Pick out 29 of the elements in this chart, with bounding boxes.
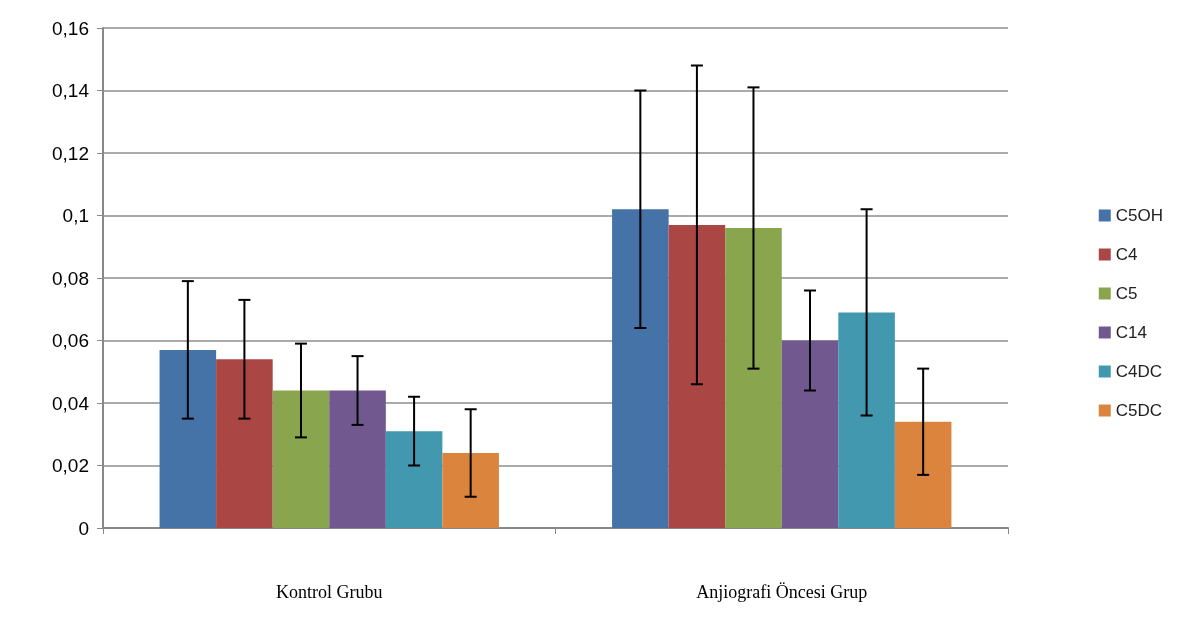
y-tick-label: 0,02: [52, 455, 89, 476]
y-tick-label: 0,12: [52, 142, 89, 164]
bar: [329, 390, 386, 528]
bar: [894, 421, 952, 528]
y-tick-label: 0,08: [52, 267, 89, 289]
bar: [668, 224, 726, 528]
x-tick-label: Anjiografi Öncesi Grup: [696, 582, 868, 602]
bar: [272, 390, 330, 528]
bar: [612, 209, 669, 528]
bar: [385, 431, 443, 528]
bar: [781, 340, 839, 528]
y-tick-label: 0,14: [52, 80, 90, 101]
y-tick-label: 0,1: [62, 205, 89, 226]
legend-label: C5OH: [1115, 206, 1163, 225]
bar: [159, 349, 217, 528]
legend-label: C4DC: [1115, 362, 1163, 381]
x-tick-label: Kontrol Grubu: [276, 582, 383, 602]
legend-label: C5: [1115, 284, 1138, 303]
bar: [216, 359, 273, 528]
y-tick-label: 0: [78, 517, 89, 539]
legend-label: C5DC: [1115, 401, 1163, 420]
y-tick-label: 0,06: [52, 330, 89, 351]
y-tick-label: 0,16: [52, 17, 89, 39]
bar: [725, 228, 782, 528]
bar: [838, 312, 895, 528]
legend-label: C4: [1115, 245, 1138, 264]
y-tick-label: 0,04: [52, 392, 90, 414]
bar: [442, 453, 499, 528]
legend-label: C14: [1115, 323, 1147, 342]
